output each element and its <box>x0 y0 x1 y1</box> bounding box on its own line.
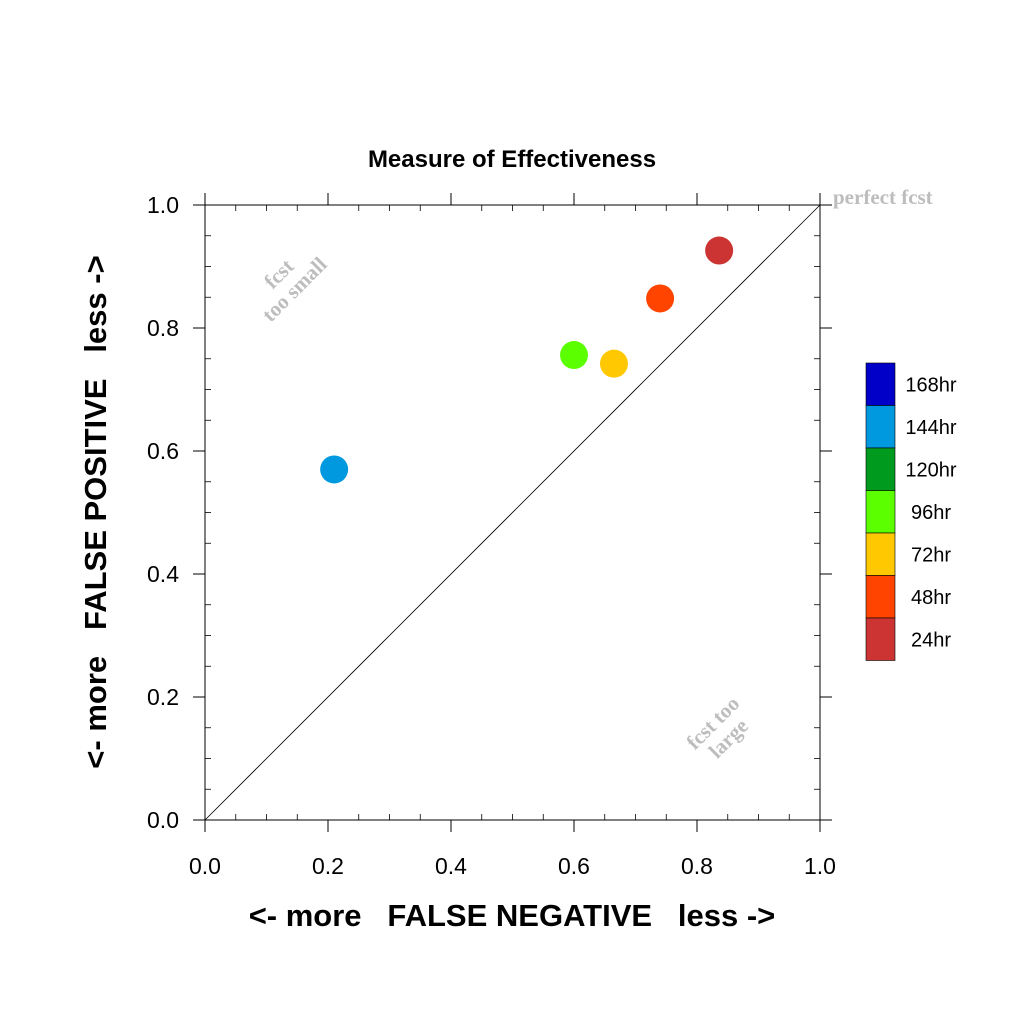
legend-label: 96hr <box>911 502 951 524</box>
x-axis-title: <- more FALSE NEGATIVE less -> <box>249 898 776 933</box>
legend-label: 72hr <box>911 544 951 566</box>
data-point <box>646 284 675 313</box>
legend-label: 48hr <box>911 587 951 609</box>
data-point <box>560 341 588 370</box>
legend-swatch <box>865 575 896 619</box>
y-tick-label: 0.0 <box>147 807 179 833</box>
legend-swatch <box>865 362 896 406</box>
legend-label: 144hr <box>905 417 956 439</box>
y-tick-label: 0.4 <box>147 561 179 587</box>
chart-title: Measure of Effectiveness <box>368 146 656 173</box>
perfect-forecast-annotation: perfect fcst <box>833 185 933 209</box>
x-tick-label: 0.2 <box>312 853 344 879</box>
data-point <box>599 349 628 378</box>
y-axis-title: <- more FALSE POSITIVE less -> <box>78 255 113 768</box>
too-small-annotation: fcst too small <box>257 252 331 326</box>
legend-swatch <box>865 405 896 449</box>
legend-label: 168hr <box>905 374 956 396</box>
legend-swatch <box>865 617 896 661</box>
too-large-annotation: fcst too large <box>681 691 752 762</box>
x-tick-label: 1.0 <box>804 853 836 879</box>
x-tick-label: 0.0 <box>189 853 221 879</box>
data-point <box>320 455 349 484</box>
x-tick-label: 0.8 <box>681 853 713 879</box>
y-tick-label: 0.8 <box>147 315 179 341</box>
y-tick-label: 0.6 <box>147 438 179 464</box>
perfect-forecast-line <box>204 204 821 821</box>
x-tick-label: 0.4 <box>435 853 467 879</box>
y-tick-label: 1.0 <box>147 192 179 218</box>
legend-label: 24hr <box>911 629 951 651</box>
x-tick-label: 0.6 <box>558 853 590 879</box>
legend-swatch <box>865 447 896 491</box>
legend-swatch <box>865 532 896 576</box>
data-point <box>705 236 734 265</box>
legend-swatch <box>865 490 896 534</box>
legend-label: 120hr <box>905 459 956 481</box>
y-tick-label: 0.2 <box>147 684 179 710</box>
legend: 168hr 144hr 120hr 96hr 72hr 48hr 24hr <box>865 362 957 661</box>
too-small-line-2: too small <box>257 252 331 326</box>
plot-area: 0.0 0.0 0.2 0.2 0.4 0.4 0.6 0.6 0.8 0.8 1.0 1.0 <box>147 192 836 879</box>
